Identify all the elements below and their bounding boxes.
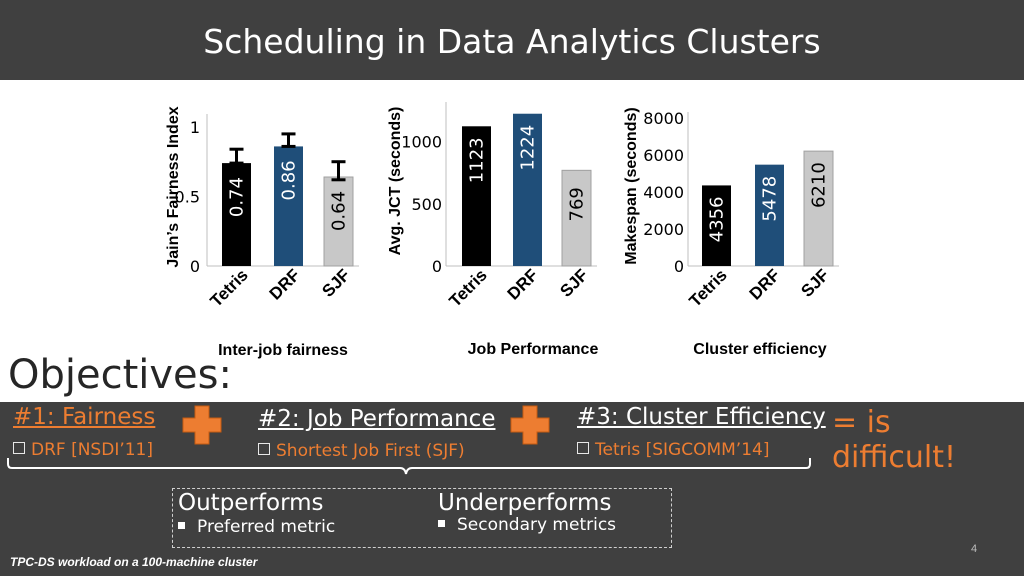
outcome-box — [172, 488, 672, 548]
chart3-category-label: SJF — [797, 265, 832, 300]
chart1-y-tick-label: 0 — [190, 257, 200, 276]
chart2-category-label: SJF — [556, 265, 591, 300]
footnote: TPC-DS workload on a 100-machine cluster — [10, 555, 258, 569]
chart2-y-tick-label: 0 — [432, 257, 442, 276]
chart1-y-tick-label: 0.5 — [175, 187, 200, 206]
chart1-bar-drf — [274, 146, 303, 266]
checkbox-icon — [13, 442, 25, 454]
checkbox-icon — [258, 443, 270, 455]
chart1-value-label: 0.74 — [227, 177, 248, 217]
chart3-caption: Cluster efficiency — [693, 341, 826, 358]
chart3-y-tick-label: 4000 — [643, 183, 684, 202]
bullet-icon — [438, 520, 445, 527]
chart1-category-label: DRF — [266, 265, 304, 303]
chart3-bar-drf — [755, 164, 784, 266]
difficulty-statement: = is difficult! — [832, 405, 957, 475]
chart1-y-axis-label: Jain’s Fairness Index — [165, 106, 182, 267]
chart2-bar-drf — [513, 113, 542, 266]
chart2-value-label: 1123 — [467, 137, 488, 183]
chart1-caption: Inter-job fairness — [218, 342, 348, 359]
secondary-metrics-item: Secondary metrics — [438, 515, 616, 535]
chart3-category-label: Tetris — [686, 265, 731, 310]
objectives-label: Objectives: — [8, 352, 232, 398]
page-number: 4 — [971, 543, 978, 555]
chart1-category-label: Tetris — [207, 265, 252, 310]
slide-title: Scheduling in Data Analytics Clusters — [203, 22, 821, 61]
outperforms-heading: Outperforms — [178, 490, 324, 516]
chart2-category-label: DRF — [504, 265, 542, 303]
preferred-metric-item: Preferred metric — [178, 517, 335, 537]
underperforms-heading: Underperforms — [438, 490, 612, 516]
objective-efficiency-detail: Tetris [SIGCOMM’14] — [577, 440, 769, 460]
chart1-value-label: 0.86 — [279, 160, 300, 200]
plus-icon — [510, 405, 550, 445]
chart3-y-tick-label: 0 — [674, 257, 684, 276]
objective-efficiency: #3: Cluster Efficiency — [577, 404, 826, 430]
title-bar — [0, 0, 1024, 80]
plus-icon — [182, 405, 222, 445]
objective-fairness: #1: Fairness — [13, 404, 156, 430]
chart3-bar-tetris — [702, 185, 731, 266]
chart3-bar-sjf — [803, 150, 834, 267]
objective-performance-detail-text: Shortest Job First (SJF) — [276, 441, 465, 461]
chart3-category-label: DRF — [746, 265, 784, 303]
chart3-value-label: 6210 — [809, 162, 830, 208]
chart2-value-label: 1224 — [518, 125, 539, 171]
objective-fairness-detail-text: DRF [NSDI’11] — [31, 440, 153, 460]
chart2-caption: Job Performance — [468, 341, 599, 358]
secondary-metrics-text: Secondary metrics — [457, 515, 617, 535]
chart2-y-tick-label: 500 — [411, 195, 442, 214]
chart2-bar-sjf — [561, 169, 592, 267]
chart2-y-axis-label: Avg. JCT (seconds) — [387, 107, 404, 256]
chart3-value-label: 4356 — [707, 197, 728, 243]
chart2-category-label: Tetris — [446, 265, 491, 310]
objective-performance-detail: Shortest Job First (SJF) — [258, 441, 465, 461]
chart3-y-tick-label: 2000 — [643, 220, 684, 239]
chart1-category-label: SJF — [318, 265, 353, 300]
bullet-icon — [178, 522, 185, 529]
chart3-y-tick-label: 8000 — [643, 109, 684, 128]
chart3-y-axis-label: Makespan (seconds) — [623, 107, 640, 264]
chart2-value-label: 769 — [567, 187, 588, 221]
chart2-bar-tetris — [462, 126, 491, 267]
objectives-brace — [7, 458, 811, 475]
chart1-y-tick-label: 1 — [190, 118, 200, 137]
objective-fairness-detail: DRF [NSDI’11] — [13, 440, 153, 460]
chart2-y-tick-label: 1000 — [401, 133, 442, 152]
chart3-value-label: 5478 — [760, 176, 781, 222]
chart1-value-label: 0.64 — [329, 191, 350, 231]
objective-efficiency-detail-text: Tetris [SIGCOMM’14] — [595, 440, 770, 460]
chart3-y-tick-label: 6000 — [643, 146, 684, 165]
preferred-metric-text: Preferred metric — [197, 517, 336, 537]
chart1-bar-sjf — [323, 176, 354, 267]
checkbox-icon — [577, 442, 589, 454]
objective-performance: #2: Job Performance — [258, 406, 496, 432]
chart1-bar-tetris — [222, 163, 251, 266]
